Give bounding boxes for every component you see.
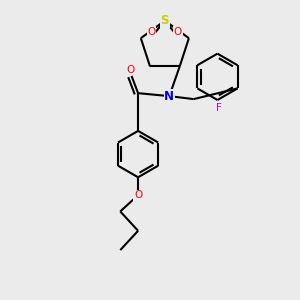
Text: O: O <box>174 27 182 37</box>
Text: S: S <box>160 14 169 27</box>
Text: O: O <box>148 27 156 37</box>
Text: F: F <box>216 103 222 113</box>
Text: N: N <box>164 90 174 103</box>
Text: O: O <box>126 65 134 75</box>
Text: O: O <box>134 190 142 200</box>
